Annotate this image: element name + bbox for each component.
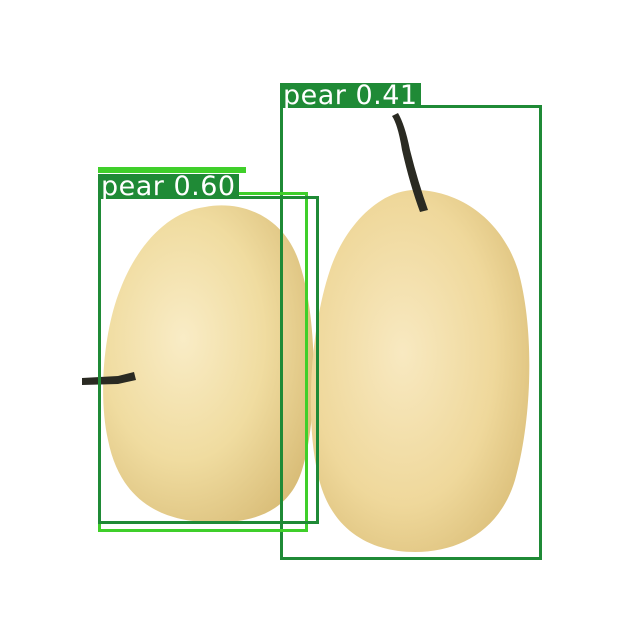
detection-label-pear-right: pear 0.41 (280, 82, 421, 109)
right-pear (310, 113, 530, 552)
right-pear-stem (392, 113, 428, 212)
left-pear (82, 205, 314, 523)
detection-label-pear-left: pear 0.60 (98, 173, 239, 200)
detection-label-pear-left-secondary (98, 167, 246, 173)
detection-box-pear-left (98, 196, 319, 524)
left-pear-stem (82, 372, 136, 385)
detection-box-pear-right (280, 105, 542, 560)
